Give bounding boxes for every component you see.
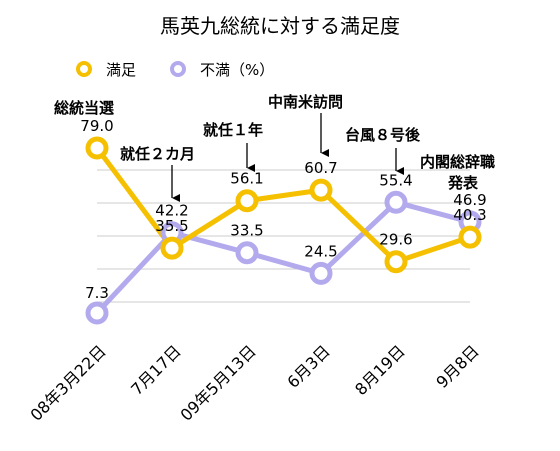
legend-marker-satisfied	[76, 61, 92, 77]
value-label-s1-0: 7.3	[85, 284, 109, 302]
gridlines	[97, 169, 470, 303]
legend-label-satisfied: 満足	[106, 61, 136, 79]
annotations: 総統当選 就任２カ月 就任１年 中南米訪問 台風８号後 内閣総辞職 発表	[54, 93, 495, 192]
series-0-point-1	[160, 236, 184, 260]
series-lines	[85, 136, 482, 325]
annotation-one-year: 就任１年	[203, 121, 263, 139]
annotation-announce: 発表	[447, 174, 479, 192]
series-0-point-0	[85, 136, 109, 160]
value-label-s0-5: 40.3	[453, 206, 486, 224]
series-1-point-2	[235, 241, 259, 265]
series-0-point-3	[309, 178, 333, 202]
value-label-s0-2: 56.1	[230, 170, 263, 188]
annotation-two-months: 就任２カ月	[120, 145, 195, 163]
annotation-typhoon: 台風８号後	[345, 126, 421, 144]
annotation-arrows	[171, 113, 404, 202]
annotation-latin-america: 中南米訪問	[268, 93, 343, 111]
legend: 満足 不満（%）	[76, 61, 274, 79]
value-label-s0-1: 35.5	[155, 217, 188, 235]
legend-label-dissatisfied: 不満（%）	[200, 61, 274, 79]
x-tick-label-2: 09年5月13日	[176, 341, 259, 424]
series-line-0	[94, 146, 471, 265]
annotation-cabinet-resign: 内閣総辞職	[420, 153, 495, 171]
series-line-1	[95, 199, 471, 315]
series-1-point-0	[85, 301, 109, 325]
value-label-s1-2: 33.5	[230, 222, 263, 240]
x-tick-label-1: 7月17日	[127, 341, 185, 399]
series-0-point-5	[458, 225, 482, 249]
value-label-s1-1: 42.2	[155, 202, 188, 220]
series-1-point-3	[309, 261, 333, 285]
x-tick-label-0: 08年3月22日	[26, 341, 109, 424]
series-0-point-2	[235, 189, 259, 213]
x-tick-label-4: 8月19日	[351, 341, 409, 399]
value-label-s1-5: 46.9	[453, 191, 486, 209]
x-tick-label-3: 6月3日	[283, 341, 333, 391]
series-1-point-4	[384, 190, 408, 214]
value-label-s0-3: 60.7	[304, 159, 337, 177]
value-label-s1-4: 55.4	[379, 171, 412, 189]
value-label-s0-0: 79.0	[80, 117, 113, 135]
legend-marker-dissatisfied	[170, 61, 186, 77]
chart-title: 馬英九総統に対する満足度	[160, 14, 400, 38]
x-tick-label-5: 9月8日	[432, 341, 482, 391]
value-label-s1-3: 24.5	[304, 242, 337, 260]
value-label-s0-4: 29.6	[379, 231, 412, 249]
series-0-point-4	[384, 250, 408, 274]
value-labels: 79.0 35.5 56.1 60.7 29.6 40.3 7.3 42.2 33.5 24.5 5…	[80, 117, 486, 302]
annotation-election: 総統当選	[54, 99, 114, 117]
